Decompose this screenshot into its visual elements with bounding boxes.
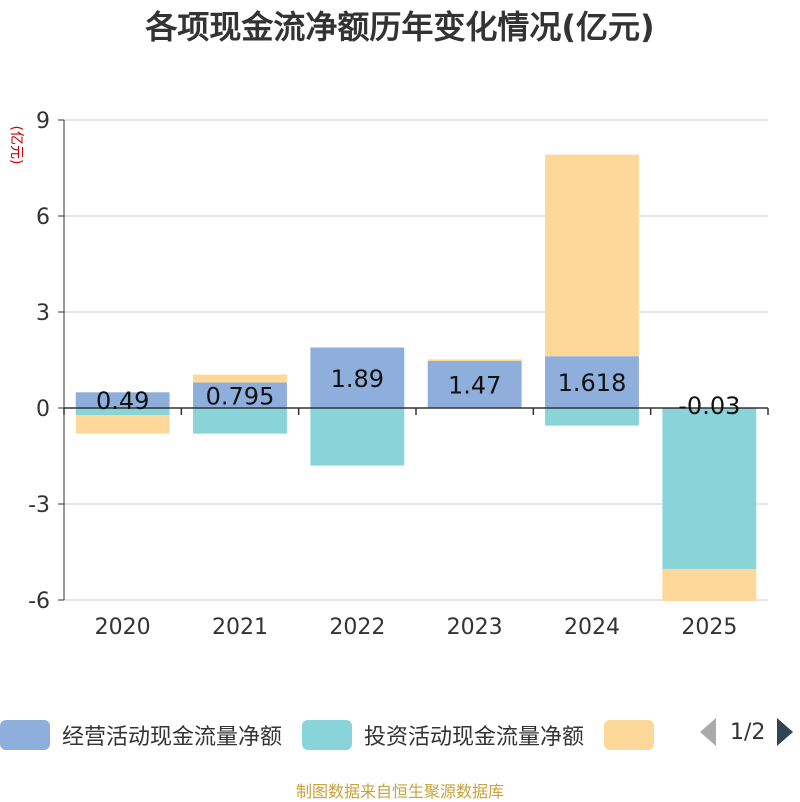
legend-label-investing: 投资活动现金流量净额 bbox=[364, 725, 585, 750]
legend: 经营活动现金流量净额 投资活动现金流量净额 1/2 bbox=[0, 716, 800, 754]
data-label: 1.47 bbox=[448, 371, 501, 399]
x-tick-label: 2024 bbox=[564, 615, 620, 640]
y-axis-label: (亿元) bbox=[8, 126, 24, 165]
x-tick-label: 2022 bbox=[329, 615, 385, 640]
y-tick-label: 6 bbox=[36, 205, 50, 230]
bar-2020-series-1 bbox=[75, 408, 170, 416]
data-label: 0.49 bbox=[96, 387, 149, 415]
bar-2023-series-2 bbox=[427, 359, 522, 361]
y-tick-label: 0 bbox=[36, 397, 50, 422]
bar-2025-series-2 bbox=[662, 568, 757, 601]
bar-2020-series-2 bbox=[75, 415, 170, 434]
bar-2022-series-1 bbox=[310, 408, 405, 466]
x-tick-label: 2021 bbox=[212, 615, 268, 640]
chart-title: 各项现金流净额历年变化情况(亿元) bbox=[145, 8, 655, 46]
legend-swatch-financing bbox=[604, 720, 655, 750]
source-note: 制图数据来自恒生聚源数据库 bbox=[295, 782, 504, 801]
y-tick-label: 9 bbox=[36, 109, 50, 134]
legend-item-investing[interactable]: 投资活动现金流量净额 bbox=[302, 719, 584, 751]
bar-2021-series-1 bbox=[193, 408, 287, 434]
y-tick-label: -6 bbox=[28, 589, 50, 614]
legend-swatch-operating bbox=[0, 720, 50, 750]
legend-item-operating[interactable]: 经营活动现金流量净额 bbox=[0, 719, 282, 751]
bar-2024-series-2 bbox=[545, 154, 639, 357]
bar-2020-series-0 bbox=[75, 392, 170, 408]
legend-next-icon[interactable] bbox=[777, 718, 794, 746]
bar-2024-series-1 bbox=[545, 408, 639, 426]
data-label: 1.89 bbox=[331, 365, 384, 393]
bar-2022-series-0 bbox=[310, 347, 405, 408]
data-label: 0.795 bbox=[206, 382, 275, 410]
chart-canvas: (亿元) -6 -3 0 3 6 9 2020 2021 2022 2023 2024 2025 0.… bbox=[8, 109, 769, 640]
legend-prev-icon[interactable] bbox=[700, 718, 716, 746]
data-label: -0.03 bbox=[678, 392, 740, 420]
x-tick-label: 2023 bbox=[447, 615, 503, 640]
legend-pager: 1/2 bbox=[700, 718, 794, 746]
bar-2021-series-2 bbox=[193, 374, 287, 383]
legend-page-indicator: 1/2 bbox=[730, 719, 766, 745]
bar-2023-series-0 bbox=[427, 360, 522, 408]
x-tick-label: 2020 bbox=[95, 615, 151, 640]
bar-2024-series-0 bbox=[545, 356, 639, 408]
y-tick-label: -3 bbox=[28, 493, 50, 518]
y-tick-label: 3 bbox=[36, 301, 50, 326]
legend-label-operating: 经营活动现金流量净额 bbox=[62, 725, 283, 750]
legend-swatch-investing bbox=[302, 720, 353, 750]
legend-item-financing[interactable] bbox=[604, 720, 666, 750]
x-tick-label: 2025 bbox=[681, 615, 737, 640]
data-label: 1.618 bbox=[558, 369, 627, 397]
bar-2025-series-1 bbox=[662, 408, 757, 569]
bar-2021-series-0 bbox=[193, 382, 287, 408]
